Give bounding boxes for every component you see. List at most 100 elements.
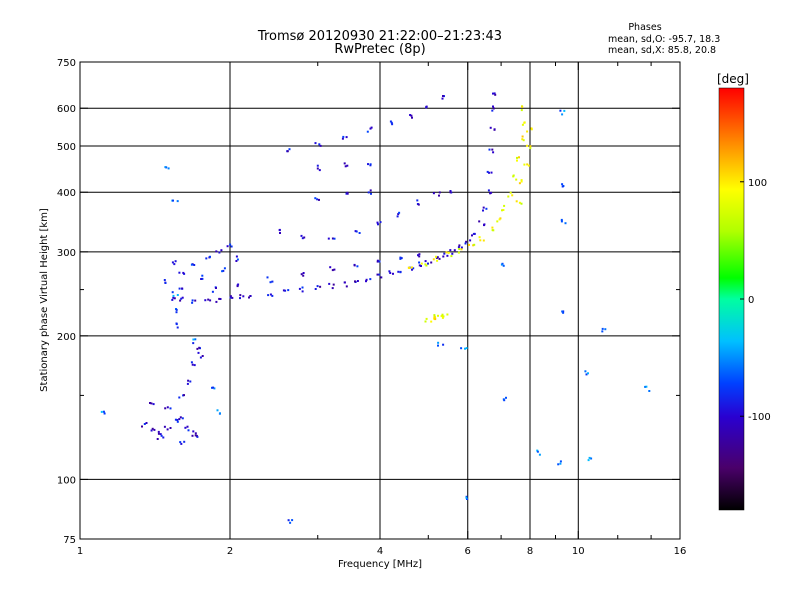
- echo-point: [179, 299, 182, 302]
- echo-point: [464, 347, 466, 350]
- echo-point: [377, 223, 379, 226]
- echo-point: [388, 270, 391, 273]
- echo-point: [457, 246, 460, 249]
- echo-point: [230, 245, 233, 248]
- echo-point: [433, 316, 436, 319]
- echo-point: [509, 191, 512, 194]
- echo-point: [180, 297, 183, 300]
- echo-point: [434, 318, 437, 321]
- x-tick-label: 10: [572, 546, 585, 557]
- echo-point: [169, 427, 172, 429]
- echo-point: [511, 194, 514, 197]
- echo-point: [485, 207, 488, 210]
- echo-point: [473, 232, 476, 235]
- echo-point: [302, 274, 305, 277]
- echo-point: [186, 425, 189, 428]
- echo-point: [449, 191, 452, 194]
- echo-point: [536, 449, 539, 452]
- echo-point: [432, 258, 435, 261]
- echo-point: [560, 218, 563, 221]
- echo-point: [157, 432, 160, 435]
- echo-point: [314, 197, 317, 200]
- echo-point: [157, 430, 160, 433]
- echo-point: [354, 280, 356, 283]
- echo-point: [176, 420, 179, 423]
- echo-point: [367, 191, 370, 194]
- echo-point: [212, 386, 215, 389]
- echo-point: [236, 285, 239, 288]
- echo-point: [175, 308, 178, 311]
- echo-point: [178, 271, 181, 274]
- echo-point: [174, 418, 177, 421]
- echo-point: [370, 192, 372, 195]
- echo-point: [176, 294, 179, 296]
- echo-point: [198, 346, 201, 349]
- echo-point: [418, 264, 421, 267]
- echo-point: [291, 519, 294, 522]
- echo-point: [143, 423, 146, 425]
- echo-point: [432, 192, 435, 195]
- x-tick-label: 1: [77, 546, 83, 557]
- echo-point: [526, 130, 529, 133]
- echo-point: [332, 283, 335, 286]
- colorbar-ticks: 100 0 -100: [740, 178, 771, 423]
- echo-point: [526, 163, 529, 166]
- echo-point: [437, 314, 439, 317]
- echo-point: [166, 428, 169, 431]
- echo-point: [493, 92, 496, 95]
- echo-point: [269, 293, 272, 296]
- echo-point: [194, 434, 197, 437]
- echo-point: [520, 179, 523, 182]
- echo-point: [457, 251, 460, 254]
- echo-point: [523, 121, 526, 124]
- echo-point: [442, 315, 445, 318]
- echo-point: [469, 239, 472, 242]
- echo-point: [197, 351, 200, 354]
- echo-point: [229, 243, 232, 246]
- echo-point: [318, 169, 321, 172]
- echo-point: [176, 326, 179, 329]
- echo-point: [460, 347, 463, 350]
- echo-point: [397, 270, 400, 273]
- echo-point: [176, 419, 179, 421]
- echo-point: [149, 402, 151, 404]
- echo-point: [604, 328, 607, 331]
- echo-point: [356, 265, 359, 268]
- echo-point: [141, 425, 143, 428]
- echo-point: [493, 128, 496, 131]
- echo-point: [181, 417, 184, 420]
- echo-point: [376, 273, 379, 276]
- echo-point: [164, 166, 167, 169]
- echo-point: [441, 313, 444, 316]
- echo-point: [192, 430, 195, 433]
- y-tick-label: 100: [57, 475, 76, 486]
- echo-point: [527, 164, 530, 167]
- echo-point: [435, 256, 438, 259]
- x-tick-label: 16: [674, 546, 687, 557]
- echo-point: [518, 182, 521, 185]
- echo-point: [150, 429, 153, 432]
- echo-point: [314, 142, 317, 145]
- echo-point: [438, 191, 441, 194]
- echo-point: [173, 263, 176, 266]
- echo-point: [346, 191, 349, 194]
- echo-point: [287, 519, 290, 522]
- echo-point: [192, 338, 195, 341]
- echo-point: [494, 93, 497, 96]
- echo-point: [588, 456, 591, 459]
- echo-point: [512, 174, 515, 177]
- echo-point: [465, 347, 468, 350]
- echo-point: [417, 203, 420, 206]
- echo-point: [152, 403, 155, 406]
- echo-point: [328, 282, 331, 285]
- echo-point: [286, 150, 289, 153]
- echo-point: [223, 267, 226, 270]
- echo-point: [464, 242, 467, 245]
- echo-point: [333, 237, 336, 240]
- echo-point: [520, 180, 523, 183]
- echo-point: [492, 105, 494, 108]
- echo-point: [424, 320, 427, 323]
- echo-point: [193, 264, 196, 266]
- echo-point: [418, 255, 421, 258]
- echo-point: [318, 198, 320, 201]
